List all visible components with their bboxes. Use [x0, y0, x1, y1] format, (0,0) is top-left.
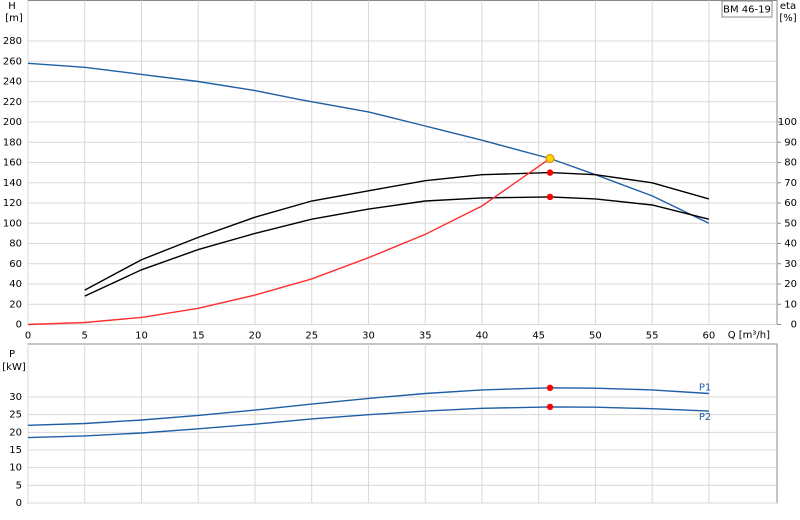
- y-tick-label: 5: [16, 480, 22, 491]
- y2-tick-label: 70: [784, 178, 797, 189]
- y2-unit: [%]: [779, 13, 796, 24]
- x-tick-label: 40: [476, 331, 489, 342]
- y-tick-label: 120: [3, 198, 22, 209]
- x-tick-label: 55: [646, 331, 659, 342]
- y2-tick-label: 80: [784, 158, 797, 169]
- x-tick-label: 60: [703, 331, 716, 342]
- y-tick-label: 0: [16, 320, 22, 331]
- y-tick-label: 80: [9, 239, 22, 250]
- y-unit: [kW]: [2, 362, 26, 373]
- y-tick-label: 0: [16, 498, 22, 509]
- x-tick-label: 45: [532, 331, 545, 342]
- y2-tick-label: 90: [784, 137, 797, 148]
- curve: [27, 157, 551, 326]
- y2-tick-label: 30: [784, 259, 797, 270]
- y-tick-label: 15: [9, 445, 22, 456]
- y-tick-label: 240: [3, 77, 22, 88]
- curve: [84, 171, 710, 291]
- operating-point: [545, 153, 555, 163]
- y-tick-label: 220: [3, 97, 22, 108]
- y-unit: [m]: [5, 13, 23, 24]
- y-tick-label: 30: [9, 392, 22, 403]
- y2-tick-label: 60: [784, 198, 797, 209]
- y-tick-label: 20: [9, 427, 22, 438]
- y-tick-label: 260: [3, 56, 22, 67]
- y-tick-label: 40: [9, 279, 22, 290]
- curve: [84, 196, 710, 297]
- y2-tick-label: 20: [784, 279, 797, 290]
- x-tick-label: 20: [249, 331, 262, 342]
- x-tick-label: 5: [82, 331, 88, 342]
- series-label: P2: [699, 412, 711, 423]
- y-tick-label: 60: [9, 259, 22, 270]
- x-tick-label: 10: [135, 331, 148, 342]
- y-tick-label: 280: [3, 36, 22, 47]
- y2-tick-label: 10: [784, 299, 797, 310]
- y-tick-label: 20: [9, 299, 22, 310]
- y-tick-label: 160: [3, 158, 22, 169]
- title-box: [721, 0, 773, 18]
- y2-tick-label: 100: [778, 117, 797, 128]
- operating-point: [546, 169, 554, 176]
- y2-tick-label: 50: [784, 218, 797, 229]
- x-label: Q [m³/h]: [728, 330, 770, 341]
- x-tick-label: 15: [192, 331, 205, 342]
- operating-point: [546, 384, 554, 392]
- y-label: H: [8, 1, 16, 12]
- y-label: P: [9, 349, 15, 360]
- y-tick-label: 100: [3, 218, 22, 229]
- y2-tick-label: 0: [791, 320, 797, 331]
- curve: [27, 387, 709, 426]
- y-tick-label: 200: [3, 117, 22, 128]
- y2-tick-label: 40: [784, 239, 797, 250]
- curve: [27, 406, 709, 439]
- bottom-frame: [27, 343, 778, 504]
- y-tick-label: 180: [3, 137, 22, 148]
- y2-label: eta: [780, 1, 796, 12]
- operating-point: [546, 193, 554, 201]
- x-tick-label: 50: [589, 331, 602, 342]
- y-tick-label: 25: [9, 410, 22, 421]
- x-tick-label: 35: [419, 331, 432, 342]
- y-tick-label: 140: [3, 178, 22, 189]
- series-label: P1: [699, 382, 711, 393]
- x-tick-label: 30: [362, 331, 375, 342]
- x-tick-label: 25: [305, 331, 318, 342]
- y-tick-label: 10: [9, 463, 22, 474]
- chart-title: BM 46-19: [723, 5, 771, 16]
- operating-point: [546, 403, 554, 411]
- x-tick-label: 0: [25, 331, 31, 342]
